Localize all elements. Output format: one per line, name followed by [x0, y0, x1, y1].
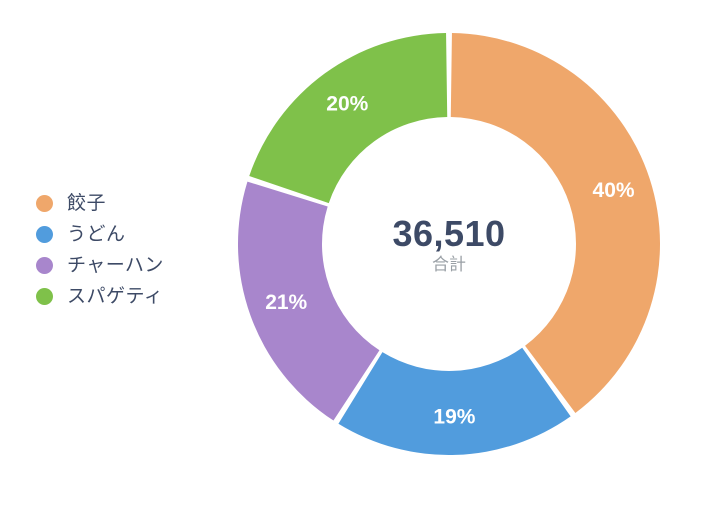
- donut-graphic: 40% 19% 21% 20%: [238, 33, 660, 455]
- legend-item-label: スパゲティ: [67, 286, 164, 307]
- circle-swatch-icon: [36, 226, 53, 243]
- slice-percent-label: 40%: [593, 179, 635, 202]
- slice-percent-label: 21%: [265, 291, 307, 314]
- circle-swatch-icon: [36, 288, 53, 305]
- legend-item-chahan[interactable]: チャーハン: [36, 250, 216, 281]
- donut-svg: 40% 19% 21% 20%: [238, 33, 660, 455]
- legend-item-label: 餃子: [67, 193, 107, 214]
- slice-percent-label: 20%: [326, 93, 368, 116]
- legend-item-label: チャーハン: [67, 255, 164, 276]
- legend-item-spaghetti[interactable]: スパゲティ: [36, 281, 216, 312]
- slice-percent-label: 19%: [433, 405, 475, 428]
- circle-swatch-icon: [36, 257, 53, 274]
- donut-slice[interactable]: [249, 33, 448, 204]
- legend-item-label: うどん: [67, 224, 126, 245]
- circle-swatch-icon: [36, 195, 53, 212]
- donut-slice[interactable]: [238, 181, 380, 421]
- donut-slice[interactable]: [450, 33, 660, 413]
- legend-item-udon[interactable]: うどん: [36, 219, 216, 250]
- donut-slices: [238, 33, 660, 455]
- legend-item-gyoza[interactable]: 餃子: [36, 188, 216, 219]
- donut-slice[interactable]: [338, 347, 571, 455]
- chart-legend: 餃子 うどん チャーハン スパゲティ: [36, 188, 216, 312]
- donut-slice-labels: 40% 19% 21% 20%: [265, 93, 635, 429]
